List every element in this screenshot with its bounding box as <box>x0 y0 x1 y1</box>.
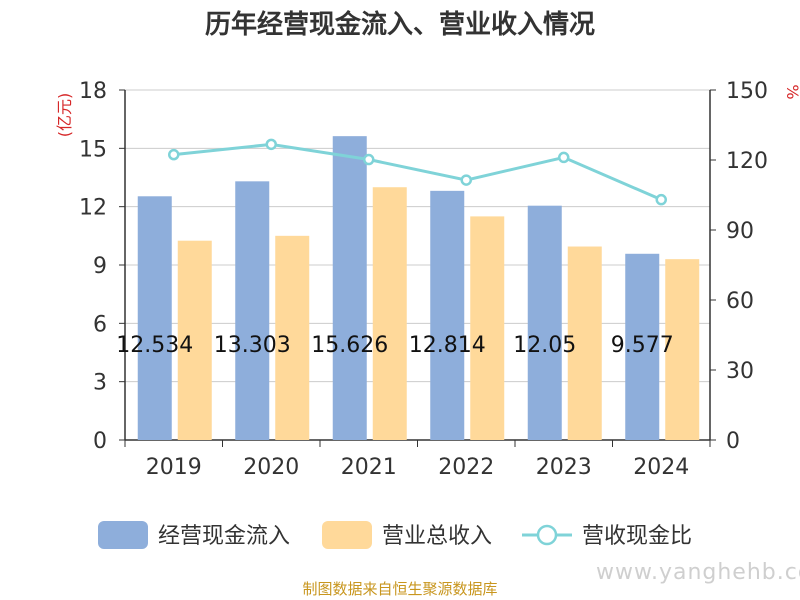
bar-revenue <box>275 235 310 440</box>
legend-swatch <box>98 521 148 549</box>
y-left-tick-label: 3 <box>93 371 107 396</box>
y-right-tick-label: 30 <box>726 359 754 384</box>
bar-cash-inflow <box>137 196 172 440</box>
legend-label: 经营现金流入 <box>158 524 290 549</box>
bar-revenue <box>470 216 505 440</box>
data-label: 13.303 <box>214 333 291 358</box>
y-right-tick-label: 0 <box>726 429 740 454</box>
y-right-tick-label: 60 <box>726 289 754 314</box>
x-tick-label: 2023 <box>536 455 592 480</box>
bar-cash-inflow <box>235 181 270 440</box>
line-point <box>655 193 667 206</box>
bar-cash-inflow <box>527 205 562 440</box>
bar-revenue <box>372 187 407 440</box>
y-right-tick-label: 150 <box>726 79 768 104</box>
y-left-axis-label: (亿元) <box>55 93 74 138</box>
x-tick-label: 2019 <box>146 455 202 480</box>
line-cash-revenue-ratio <box>173 142 662 202</box>
y-right-tick-label: 120 <box>726 149 768 174</box>
y-left-tick-label: 9 <box>93 254 107 279</box>
y-left-tick-label: 18 <box>79 79 107 104</box>
line-point <box>168 148 180 161</box>
line-point <box>265 138 277 151</box>
y-right-tick-label: 90 <box>726 219 754 244</box>
bar-cash-inflow <box>332 136 367 440</box>
bar-cash-inflow <box>430 190 465 440</box>
legend-label: 营业总收入 <box>382 524 492 549</box>
x-tick-label: 2024 <box>633 455 689 480</box>
y-left-tick-label: 12 <box>79 196 107 221</box>
y-left-tick-label: 0 <box>93 429 107 454</box>
line-point <box>460 174 472 186</box>
source-note: 制图数据来自恒生聚源数据库 <box>302 580 498 598</box>
y-left-tick-label: 6 <box>93 312 107 337</box>
chart-title: 历年经营现金流入、营业收入情况 <box>204 10 595 40</box>
data-label: 12.534 <box>116 333 193 358</box>
x-tick-label: 2021 <box>341 455 397 480</box>
bar-revenue <box>177 240 212 440</box>
y-right-axis-label: % <box>783 84 800 99</box>
bar-revenue <box>567 246 602 440</box>
legend-label: 营收现金比 <box>582 524 692 549</box>
bar-cash-inflow <box>625 253 660 440</box>
line-point <box>363 153 375 166</box>
y-left-tick-label: 15 <box>79 137 107 162</box>
line-point <box>558 151 570 164</box>
legend-marker <box>536 524 558 546</box>
watermark: www.yanghehb.com <box>596 560 800 585</box>
x-tick-label: 2020 <box>243 455 299 480</box>
data-label: 12.814 <box>409 333 486 358</box>
x-tick-label: 2022 <box>438 455 494 480</box>
legend-swatch <box>322 521 372 549</box>
data-label: 9.577 <box>611 333 674 358</box>
bar-revenue <box>665 259 700 440</box>
data-label: 15.626 <box>311 333 388 358</box>
data-label: 12.05 <box>513 333 576 358</box>
